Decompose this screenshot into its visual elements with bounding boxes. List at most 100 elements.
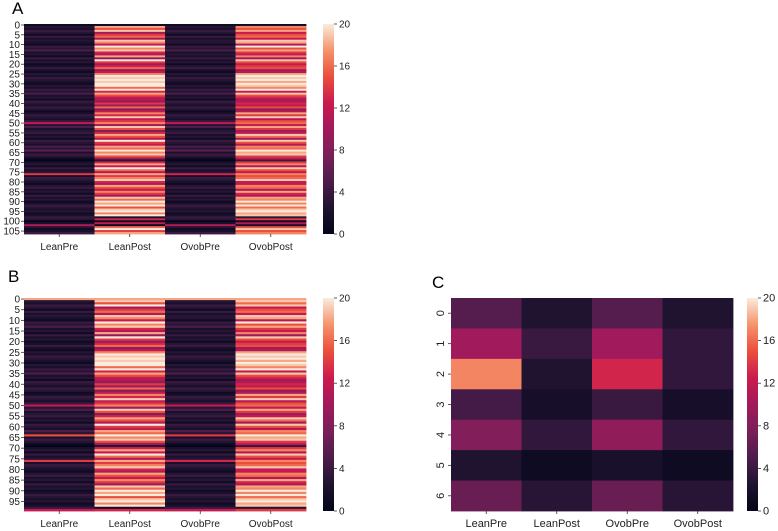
heatmap-cell [165,27,236,31]
heatmap-cell [94,459,166,463]
heatmap-cell [94,131,166,135]
y-tick-label: 4 [435,432,447,438]
heatmap-cell [165,419,236,422]
heatmap-cell [24,430,95,433]
heatmap-cell [24,327,95,331]
heatmap-cell [94,472,166,476]
heatmap-cell [94,408,166,412]
heatmap-cell [165,391,236,395]
x-tick-label: OvobPost [249,519,293,530]
heatmap-cell [94,47,166,50]
y-tick-label: 45 [9,390,21,401]
heatmap-cell [165,342,236,346]
heatmap-cell [24,442,95,446]
heatmap-cell [94,192,166,196]
heatmap-cell [24,92,95,96]
y-tick-label: 30 [9,79,21,90]
heatmap-cell [94,94,166,98]
heatmap-cell [235,381,307,384]
heatmap-cell [24,35,95,39]
heatmap-cell [165,75,236,78]
heatmap-cell [235,457,307,461]
heatmap-cell [94,61,166,64]
heatmap-cell [24,51,95,54]
heatmap-cell [235,129,307,133]
panel-label: A [12,0,24,18]
heatmap-cell [165,204,236,207]
heatmap-cell [94,444,166,448]
heatmap-cell [165,340,236,344]
heatmap-cell [235,436,307,439]
heatmap-cell [165,173,236,176]
heatmap-cell [165,410,236,414]
heatmap-cell [24,71,95,74]
heatmap-cell [235,190,307,194]
y-tick-label: 35 [9,369,21,380]
heatmap-cell [662,298,734,329]
heatmap-cell [24,304,95,307]
heatmap-cell [94,432,166,435]
heatmap-cell [165,415,236,418]
heatmap-cell [94,427,166,431]
heatmap-cell [165,370,236,373]
heatmap-cell [165,155,236,158]
heatmap-cell [165,110,236,113]
heatmap-cell [24,232,95,235]
heatmap-cell [165,374,236,378]
heatmap-cell [235,351,307,354]
colorbar-tick-label: 4 [339,464,345,475]
heatmap-cell [235,173,307,176]
heatmap-cell [24,298,95,301]
y-tick-label: 70 [9,158,21,169]
heatmap-cell [94,200,166,203]
heatmap-cell [235,321,307,324]
heatmap-cell [235,491,307,495]
heatmap-cell [24,302,95,305]
heatmap-cell [24,353,95,356]
heatmap-cell [24,485,95,488]
heatmap-cell [235,179,307,182]
heatmap-cell [94,423,166,427]
heatmap-cell [24,41,95,45]
heatmap-cell [165,398,236,401]
colorbar-tick-label: 20 [339,294,351,305]
heatmap-cell [235,430,307,433]
heatmap-cell [165,222,236,225]
heatmap-cell [165,78,236,82]
heatmap-cell [24,468,95,471]
heatmap-cell [94,483,166,486]
heatmap-cell [235,383,307,386]
heatmap-cell [94,82,166,86]
heatmap-cell [165,167,236,170]
heatmap-cell [165,502,236,506]
heatmap-cell [165,104,236,107]
heatmap-cell [165,133,236,137]
heatmap-cell [235,395,307,399]
heatmap-cell [235,434,307,437]
heatmap-cell [235,90,307,94]
heatmap-cell [94,402,166,405]
heatmap-cell [165,200,236,203]
heatmap-cell [235,84,307,88]
heatmap-cell [165,489,236,493]
heatmap-cell [165,423,236,427]
heatmap-cell [94,306,166,310]
heatmap-cell [235,194,307,198]
heatmap-cell [165,451,236,454]
heatmap-cell [235,169,307,172]
heatmap-cell [24,118,95,121]
heatmap-cell [165,315,236,318]
heatmap-cell [24,366,95,369]
heatmap-cell [94,67,166,70]
heatmap-cell [24,481,95,484]
heatmap-cell [24,419,95,422]
heatmap-cell [235,25,307,29]
heatmap-cell [24,90,95,94]
heatmap-cell [235,447,307,450]
heatmap-cell [24,153,95,156]
heatmap-cell [235,71,307,74]
heatmap-cell [235,128,307,131]
heatmap-cell [235,423,307,427]
heatmap-cell [24,131,95,135]
heatmap-cell [165,376,236,380]
